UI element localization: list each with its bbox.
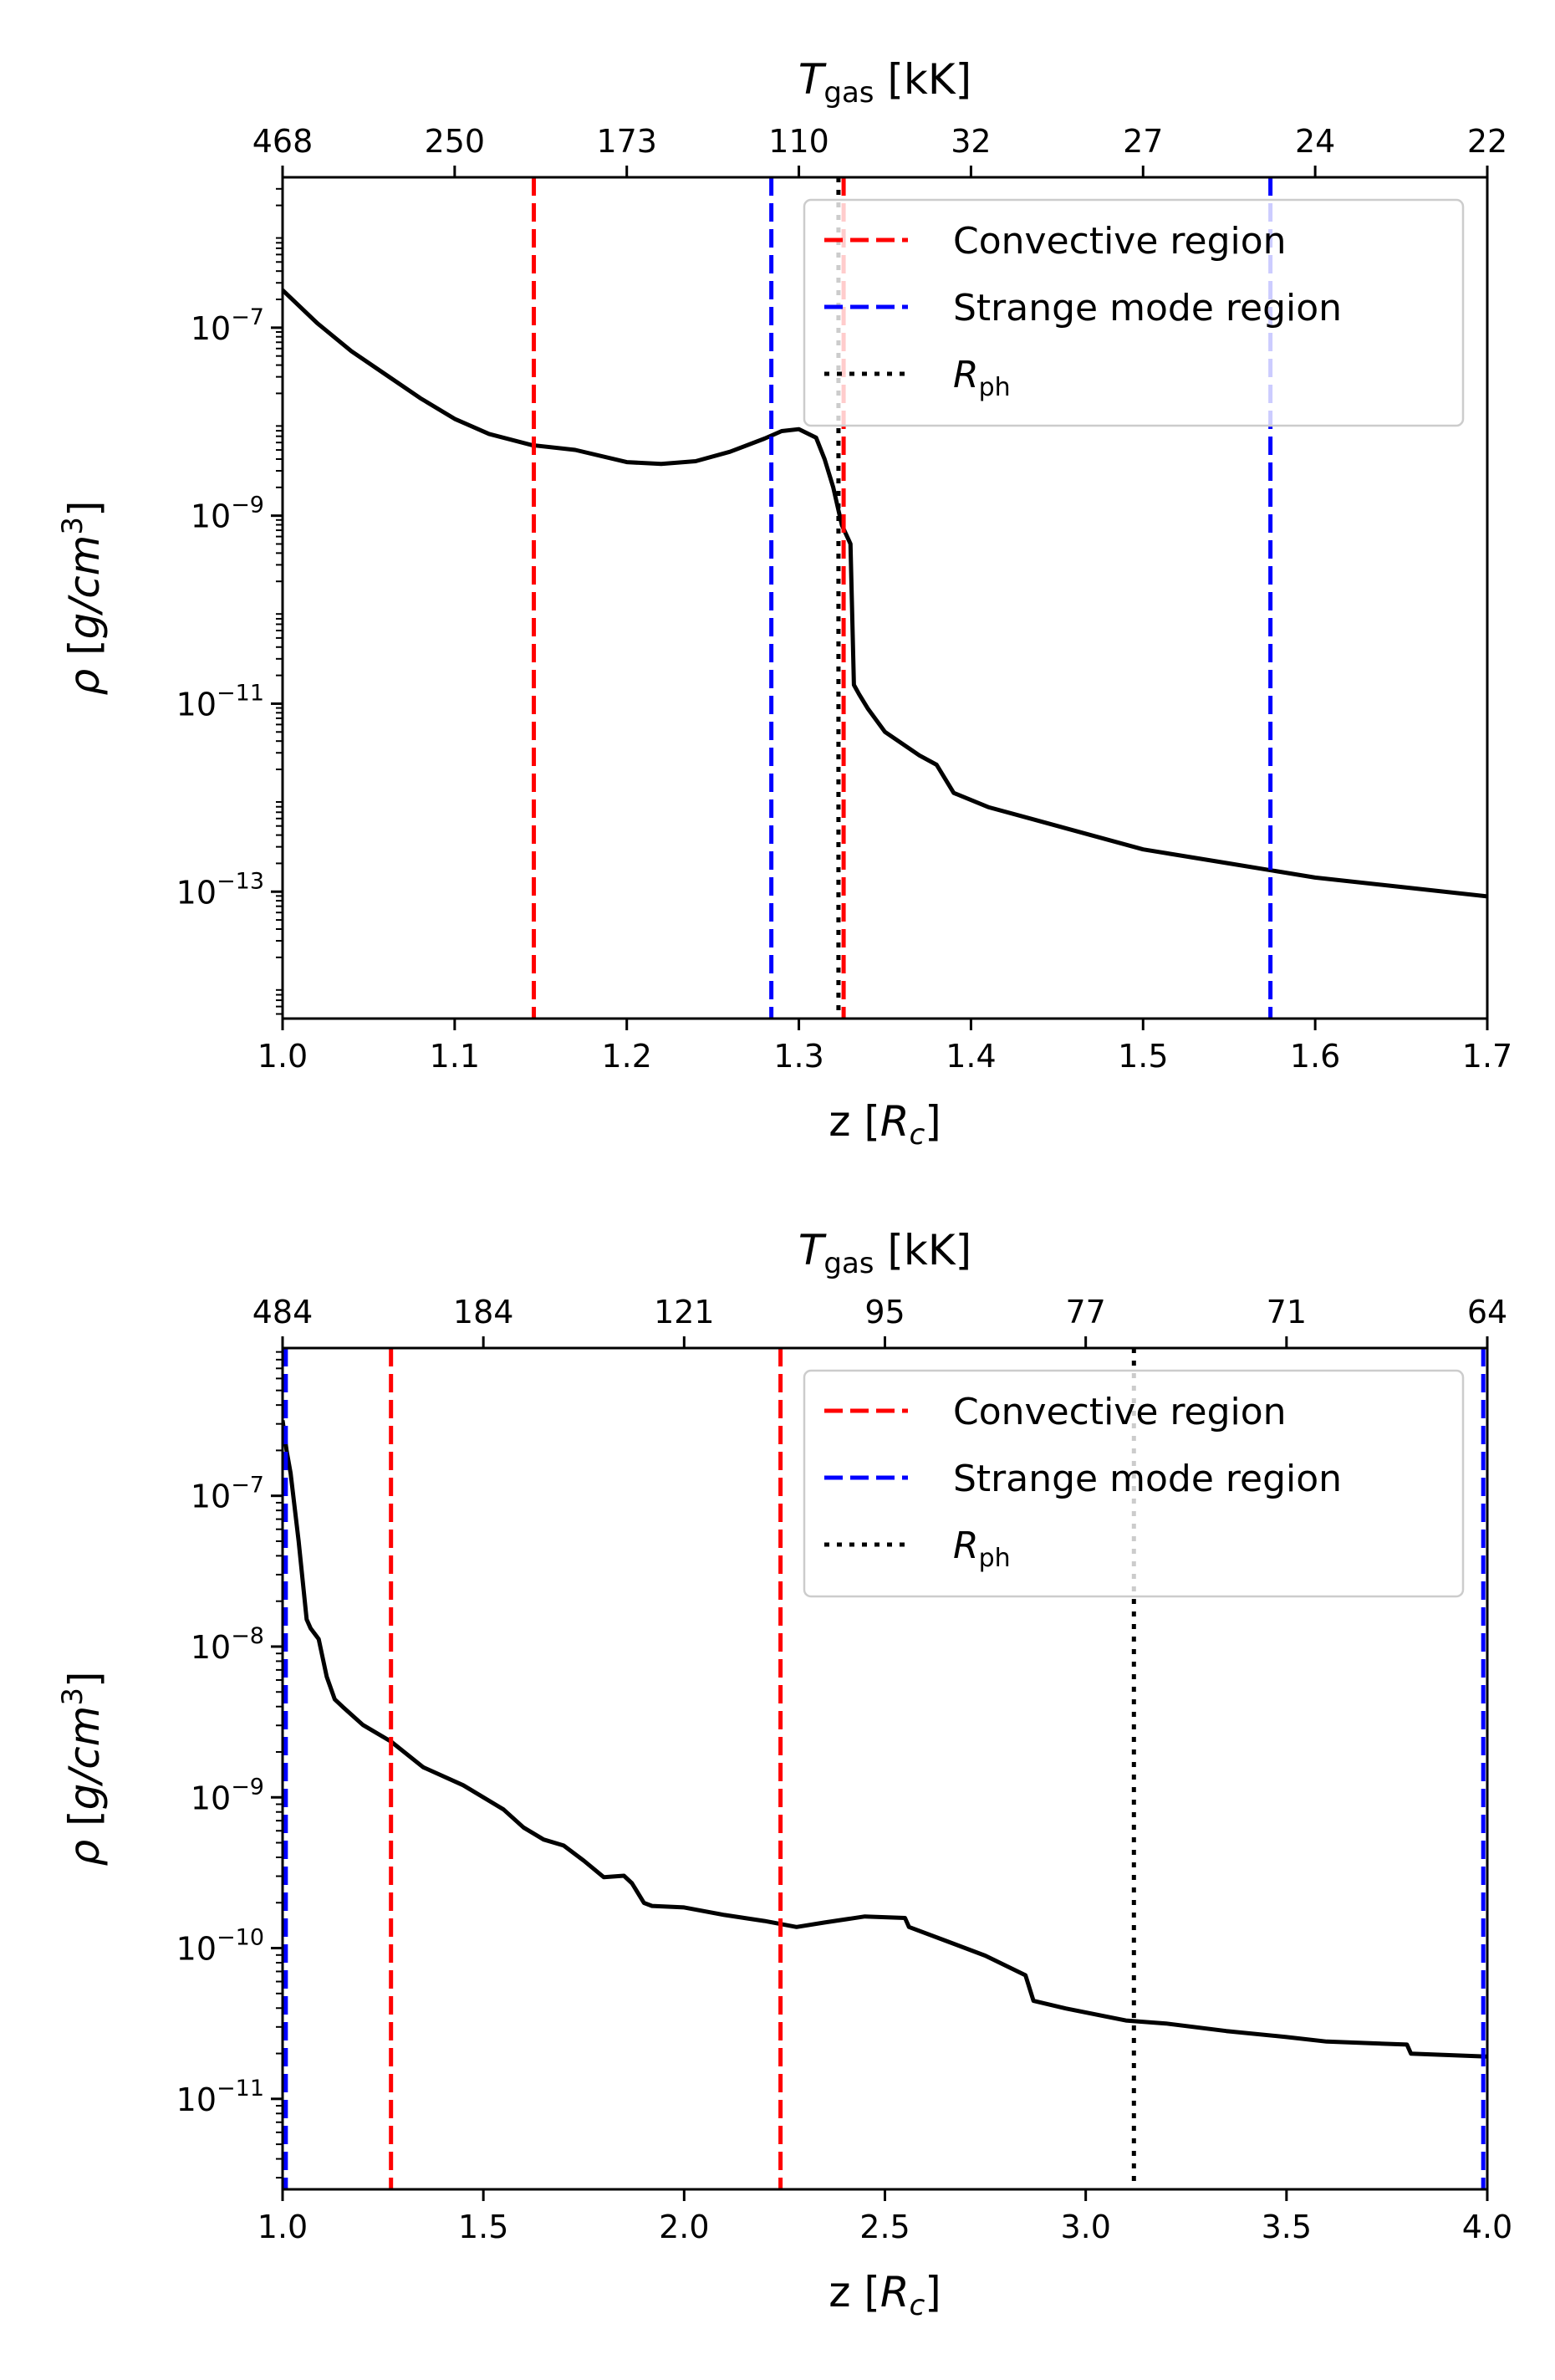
top-tick-label: 484 (252, 1294, 314, 1330)
legend-label: Rph (953, 1525, 1011, 1573)
y-tick-label: 10−10 (176, 1925, 264, 1968)
y-tick-label: 10−8 (191, 1623, 264, 1666)
chart-panel-top: 1.0 1.1 1.2 1.3 1.4 1.5 1.6 1.7 468 250 173 110 32 27… (56, 55, 1512, 1152)
x-tick-label: 1.0 (257, 1038, 308, 1075)
legend-label: Rph (953, 354, 1011, 402)
legend-box (803, 198, 1465, 427)
legend-label: Convective region (953, 1391, 1287, 1433)
x-tick-label: 3.0 (1060, 2209, 1110, 2245)
legend: Convective region Strange mode region Rph (803, 198, 1465, 427)
chart-panel-bottom: 1.0 1.5 2.0 2.5 3.0 3.5 4.0 484 184 121 95 77 71 64 10… (56, 1226, 1512, 2322)
density-line (283, 1420, 1487, 2059)
x-tick-label: 1.6 (1290, 1038, 1340, 1075)
legend-label: Convective region (953, 220, 1287, 263)
top-tick-label: 22 (1467, 123, 1507, 160)
y-tick-label: 10−13 (176, 868, 264, 911)
top-axis-label: Tgas [kK] (798, 55, 971, 110)
y-tick-label: 10−9 (191, 493, 264, 535)
x-tick-label: 1.2 (601, 1038, 651, 1075)
legend-box (803, 1369, 1465, 1598)
x-axis-label: z [Rc] (828, 1097, 941, 1152)
y-tick-label: 10−11 (176, 2076, 264, 2118)
top-tick-label: 95 (864, 1294, 905, 1330)
top-axis-label: Tgas [kK] (798, 1226, 971, 1280)
x-tick-label: 3.5 (1262, 2209, 1312, 2245)
x-tick-label: 1.1 (430, 1038, 480, 1075)
top-tick-label: 32 (951, 123, 991, 160)
top-tick-label: 27 (1123, 123, 1163, 160)
top-tick-label: 64 (1467, 1294, 1507, 1330)
axes-frame (281, 176, 1489, 1020)
x-tick-label: 1.4 (946, 1038, 996, 1075)
top-tick-label: 121 (654, 1294, 715, 1330)
x-tick-label: 2.0 (659, 2209, 709, 2245)
density-line (283, 289, 1487, 899)
y-tick-label: 10−7 (191, 1473, 264, 1515)
y-tick-label: 10−9 (191, 1774, 264, 1816)
y-axis-label: ρ [g/cm3] (56, 1671, 109, 1866)
x-tick-label: 1.5 (1118, 1038, 1168, 1075)
top-tick-label: 468 (252, 123, 314, 160)
x-tick-label: 1.3 (773, 1038, 823, 1075)
top-tick-label: 250 (425, 123, 486, 160)
y-axis-label: ρ [g/cm3] (56, 500, 109, 695)
top-tick-label: 184 (453, 1294, 514, 1330)
top-tick-label: 71 (1267, 1294, 1307, 1330)
x-tick-label: 1.7 (1462, 1038, 1512, 1075)
legend: Convective region Strange mode region Rph (803, 1369, 1465, 1598)
y-tick-label: 10−11 (176, 680, 264, 723)
top-tick-label: 77 (1065, 1294, 1105, 1330)
legend-label: Strange mode region (953, 1458, 1342, 1500)
x-tick-label: 4.0 (1462, 2209, 1512, 2245)
top-tick-label: 173 (596, 123, 657, 160)
top-tick-label: 110 (768, 123, 829, 160)
y-tick-label: 10−7 (191, 304, 264, 347)
x-axis-label: z [Rc] (828, 2268, 941, 2322)
x-tick-label: 1.5 (458, 2209, 508, 2245)
x-tick-label: 2.5 (859, 2209, 910, 2245)
legend-label: Strange mode region (953, 287, 1342, 329)
top-tick-label: 24 (1295, 123, 1335, 160)
x-tick-label: 1.0 (257, 2209, 308, 2245)
